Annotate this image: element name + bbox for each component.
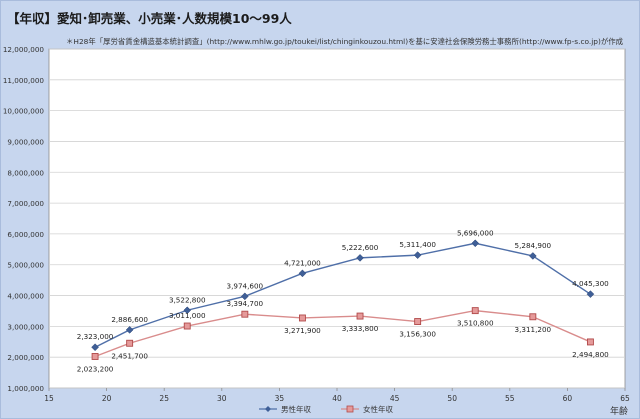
male-data-label: 2,886,600: [111, 315, 148, 324]
male-point: [471, 239, 480, 248]
x-tick-label: 25: [159, 394, 169, 403]
female-data-label: 3,311,200: [515, 325, 552, 334]
y-tick-label: 9,000,000: [7, 137, 44, 146]
x-tick-label: 30: [217, 394, 227, 403]
y-tick-label: 12,000,000: [3, 45, 45, 54]
female-data-label: 2,494,800: [572, 350, 609, 359]
y-tick-label: 8,000,000: [7, 168, 44, 177]
female-point: [586, 338, 594, 346]
female-data-label: 3,333,800: [342, 324, 379, 333]
x-tick-label: 40: [332, 394, 342, 403]
male-point: [413, 251, 422, 259]
female-data-label: 2,023,200: [77, 364, 114, 373]
y-tick-label: 5,000,000: [7, 261, 44, 270]
male-data-label: 5,284,900: [515, 241, 552, 250]
chart-title: 【年収】愛知･卸売業、小売業･人数規模10～99人: [7, 11, 292, 26]
x-tick-label: 15: [44, 394, 54, 403]
x-tick-label: 45: [390, 394, 400, 403]
female-point: [414, 318, 422, 325]
male-data-label: 4,045,300: [572, 279, 609, 288]
female-point: [298, 314, 306, 322]
female-point: [241, 310, 249, 318]
female-data-label: 3,394,700: [227, 299, 264, 308]
male-point: [528, 252, 537, 260]
male-point: [91, 343, 99, 352]
female-point: [91, 353, 99, 360]
male-point: [183, 306, 192, 315]
male-point: [125, 326, 134, 334]
male-data-label: 3,974,600: [227, 281, 264, 290]
female-data-label: 3,271,900: [284, 326, 321, 335]
female-data-label: 3,510,800: [457, 319, 494, 328]
female-point: [126, 339, 134, 347]
female-series-line: [94, 309, 591, 358]
female-data-label: 3,156,300: [399, 330, 436, 339]
male-data-label: 5,696,000: [457, 228, 494, 237]
male-data-label: 5,222,600: [342, 243, 379, 252]
source-note: ＊H28年「厚労省賃金構造基本統計調査」(http://www.mhlw.go.…: [66, 37, 624, 46]
male-data-label: 3,522,800: [169, 295, 206, 304]
male-point: [356, 254, 364, 262]
y-tick-label: 6,000,000: [7, 230, 44, 239]
x-tick-label: 20: [102, 394, 112, 403]
x-tick-label: 55: [505, 394, 515, 403]
y-tick-label: 3,000,000: [7, 322, 44, 331]
y-tick-label: 4,000,000: [7, 292, 44, 301]
female-legend-label: 女性年収: [363, 404, 393, 414]
female-point: [183, 322, 191, 330]
y-tick-label: 1,000,000: [7, 384, 44, 393]
male-data-label: 4,721,000: [284, 258, 321, 267]
x-axis-label: 年齢: [610, 405, 628, 417]
male-series-line: [94, 242, 591, 348]
y-tick-label: 11,000,000: [3, 76, 45, 85]
female-data-label: 2,451,700: [111, 351, 148, 360]
plot-area: [48, 48, 626, 389]
female-legend-marker: [346, 405, 354, 413]
male-data-label: 5,311,400: [399, 240, 436, 249]
y-tick-label: 7,000,000: [7, 199, 44, 208]
x-tick-label: 65: [620, 394, 630, 403]
male-point: [240, 292, 249, 301]
female-point: [529, 313, 537, 321]
female-point: [471, 307, 479, 315]
x-tick-label: 50: [447, 394, 457, 403]
x-tick-label: 60: [563, 394, 573, 403]
female-data-label: 3,011,000: [169, 311, 206, 320]
male-point: [586, 290, 595, 299]
female-point: [356, 312, 364, 320]
male-point: [298, 269, 307, 278]
male-legend-marker: [265, 406, 271, 412]
y-tick-label: 2,000,000: [7, 353, 44, 362]
x-tick-label: 35: [275, 394, 285, 403]
y-tick-label: 10,000,000: [3, 107, 45, 116]
male-legend-label: 男性年収: [281, 404, 311, 414]
male-data-label: 2,323,000: [77, 332, 114, 341]
